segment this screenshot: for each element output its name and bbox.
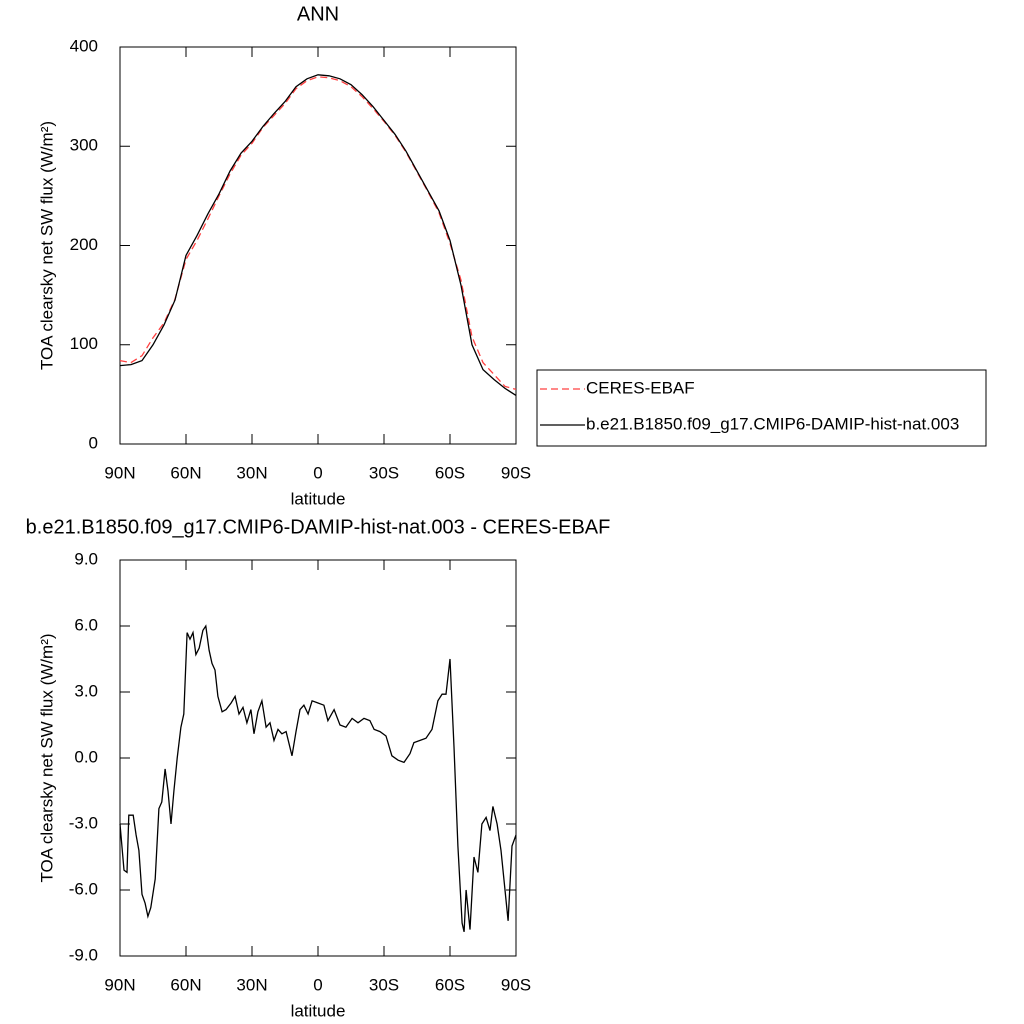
x-axis-label: latitude [291,1001,346,1020]
data-line [119,624,517,932]
x-tick-label: 60N [170,463,201,482]
x-tick-label: 60N [170,975,201,994]
x-tick-label: 90S [501,463,531,482]
x-tick-label: 30N [236,463,267,482]
plot-frame [119,46,517,445]
y-tick-label: 6.0 [74,615,98,634]
y-axis-label: TOA clearsky net SW flux (W/m²) [37,633,56,882]
x-tick-label: 30N [236,975,267,994]
y-tick-label: -3.0 [69,813,98,832]
x-tick-label: 0 [313,975,322,994]
y-tick-label: 400 [70,36,98,55]
y-axis-label: TOA clearsky net SW flux (W/m²) [37,121,56,370]
x-axis-label: latitude [291,489,346,508]
y-tick-label: 9.0 [74,549,98,568]
x-tick-label: 60S [435,463,465,482]
data-line [119,76,517,391]
x-tick-label: 90N [104,463,135,482]
data-line [119,74,517,396]
x-tick-label: 0 [313,463,322,482]
x-tick-label: 30S [369,975,399,994]
plot-frame [119,559,517,957]
y-tick-label: 200 [70,235,98,254]
y-tick-label: 100 [70,334,98,353]
legend-label: CERES-EBAF [586,378,695,397]
x-tick-label: 90N [104,975,135,994]
y-tick-label: 0.0 [74,747,98,766]
y-tick-label: 3.0 [74,681,98,700]
legend-label: b.e21.B1850.f09_g17.CMIP6-DAMIP-hist-nat… [586,414,959,433]
y-tick-label: 0 [89,433,98,452]
chart-title: b.e21.B1850.f09_g17.CMIP6-DAMIP-hist-nat… [26,516,611,538]
y-tick-label: -9.0 [69,945,98,964]
x-tick-label: 60S [435,975,465,994]
y-tick-label: 300 [70,136,98,155]
x-tick-label: 90S [501,975,531,994]
y-tick-label: -6.0 [69,879,98,898]
x-tick-label: 30S [369,463,399,482]
legend-box [536,369,987,447]
chart-title: ANN [297,3,339,25]
